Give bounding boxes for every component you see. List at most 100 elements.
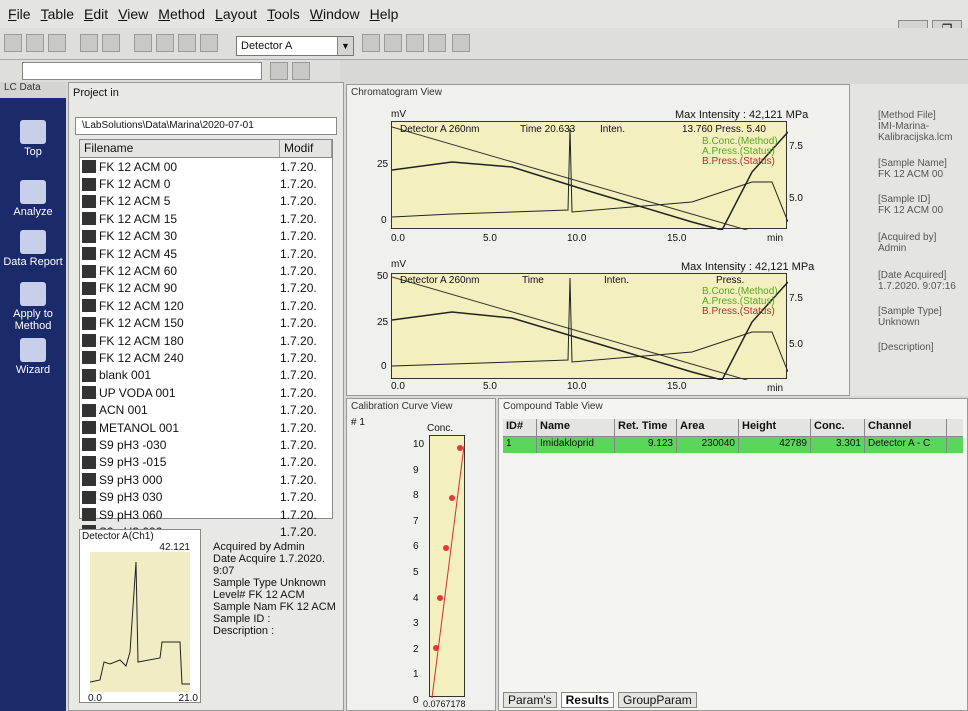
menu-method[interactable]: Method [158, 6, 206, 22]
filter-row [0, 60, 340, 82]
file-icon [82, 438, 96, 452]
filter-icon[interactable] [270, 62, 288, 80]
analyze-icon [20, 180, 46, 204]
legend-bconc: B.Conc.(Method) [702, 136, 778, 147]
file-modified: 1.7.20. [280, 281, 317, 296]
xunit: min [767, 383, 784, 394]
file-icon [82, 281, 96, 295]
col-channel[interactable]: Channel [865, 419, 947, 436]
nav-label: Wizard [15, 364, 51, 376]
file-modified: 1.7.20. [280, 507, 317, 522]
menu-help[interactable]: Help [369, 6, 399, 22]
col-area[interactable]: Area [677, 419, 739, 436]
ytick: 50 [377, 271, 389, 282]
assistant-header: LC Data [0, 82, 66, 98]
nav-top[interactable]: Top [0, 120, 66, 158]
file-name: UP VODA 001 [99, 385, 176, 400]
file-row[interactable]: S9 pH3 -030 1.7.20. [80, 436, 332, 453]
tool3-icon[interactable] [428, 34, 446, 52]
layout2-icon[interactable] [156, 34, 174, 52]
info-acquired-by: [Acquired by] Admin [878, 232, 937, 254]
col-filename[interactable]: Filename [80, 140, 280, 157]
file-row[interactable]: FK 12 ACM 45 1.7.20. [80, 245, 332, 262]
col-conc[interactable]: Conc. [811, 419, 865, 436]
file-modified: 1.7.20. [280, 420, 317, 435]
col-name[interactable]: Name [537, 419, 615, 436]
peak-icon[interactable] [80, 34, 98, 52]
tool2-icon[interactable] [406, 34, 424, 52]
filter2-icon[interactable] [292, 62, 310, 80]
nav-data-report[interactable]: Data Report [0, 230, 66, 268]
preview-plot [89, 552, 190, 692]
file-row[interactable]: UP VODA 001 1.7.20. [80, 384, 332, 401]
file-row[interactable]: FK 12 ACM 5 1.7.20. [80, 193, 332, 210]
help-icon[interactable] [200, 34, 218, 52]
file-row[interactable]: FK 12 ACM 15 1.7.20. [80, 210, 332, 227]
detector-select[interactable]: Detector A ▼ [236, 36, 354, 56]
tab-params[interactable]: Param's [503, 692, 557, 708]
project-path[interactable]: \LabSolutions\Data\Marina\2020-07-01 [75, 117, 337, 135]
file-modified: 1.7.20. [280, 385, 317, 400]
tab-results[interactable]: Results [560, 692, 614, 708]
tab-groupparam[interactable]: GroupParam [618, 692, 697, 708]
file-name: S9 pH3 030 [99, 490, 163, 505]
file-list: Filename Modif FK 12 ACM 00 1.7.20. FK 12 … [79, 139, 333, 539]
col-modified[interactable]: Modif [280, 140, 332, 157]
menu-layout[interactable]: Layout [215, 6, 258, 22]
file-row[interactable]: FK 12 ACM 30 1.7.20. [80, 228, 332, 245]
menu-file[interactable]: File [8, 6, 31, 22]
info-line: Date Acquire 1.7.2020. 9:07 [213, 553, 325, 577]
file-row[interactable]: blank 001 1.7.20. [80, 367, 332, 384]
save-icon[interactable] [4, 34, 22, 52]
file-row[interactable]: FK 12 ACM 0 1.7.20. [80, 175, 332, 192]
file-row[interactable]: FK 12 ACM 90 1.7.20. [80, 280, 332, 297]
print-icon[interactable] [26, 34, 44, 52]
layout-icon[interactable] [134, 34, 152, 52]
file-row[interactable]: FK 12 ACM 150 1.7.20. [80, 315, 332, 332]
inten-label-2: Inten. [604, 275, 630, 286]
xtick: 0.0 [391, 233, 405, 244]
menu-window[interactable]: Window [309, 6, 360, 22]
file-row[interactable]: S9 pH3 060 1.7.20. [80, 506, 332, 523]
file-row[interactable]: FK 12 ACM 240 1.7.20. [80, 349, 332, 366]
col-height[interactable]: Height [739, 419, 811, 436]
file-row[interactable]: ACN 001 1.7.20. [80, 401, 332, 418]
nav-analyze[interactable]: Analyze [0, 180, 66, 218]
cell-rettime: 9.123 [615, 437, 677, 453]
nav-wizard[interactable]: Wizard [0, 338, 66, 376]
window-icon[interactable] [178, 34, 196, 52]
file-row[interactable]: FK 12 ACM 120 1.7.20. [80, 297, 332, 314]
file-row[interactable]: FK 12 ACM 180 1.7.20. [80, 332, 332, 349]
calibration-ytick: 6 [413, 541, 419, 553]
tool4-icon[interactable] [452, 34, 470, 52]
col-id[interactable]: ID# [503, 419, 537, 436]
file-row[interactable]: FK 12 ACM 00 1.7.20. [80, 158, 332, 175]
legend-bpress: B.Press.(Status) [702, 306, 775, 317]
filter-input[interactable] [22, 62, 262, 80]
preview-icon[interactable] [48, 34, 66, 52]
menu-table[interactable]: Table [40, 6, 75, 22]
nav-apply-to-method[interactable]: Apply to Method [0, 282, 66, 332]
file-modified: 1.7.20. [280, 403, 317, 418]
col-rettime[interactable]: Ret. Time [615, 419, 677, 436]
undo-icon[interactable] [362, 34, 380, 52]
file-name: S9 pH3 000 [99, 472, 163, 487]
file-row[interactable]: S9 pH3 000 1.7.20. [80, 471, 332, 488]
menu-view[interactable]: View [118, 6, 149, 22]
info-description: [Description] [878, 342, 934, 353]
file-modified: 1.7.20. [280, 159, 317, 174]
file-row[interactable]: METANOL 001 1.7.20. [80, 419, 332, 436]
ytick: 25 [377, 159, 389, 170]
file-row[interactable]: S9 pH3 030 1.7.20. [80, 488, 332, 505]
file-row[interactable]: S9 pH3 -015 1.7.20. [80, 454, 332, 471]
xtick: 5.0 [483, 381, 497, 392]
peak2-icon[interactable] [102, 34, 120, 52]
menu-tools[interactable]: Tools [267, 6, 300, 22]
tool-icon[interactable] [384, 34, 402, 52]
calibration-id: # 1 [351, 417, 365, 428]
file-name: FK 12 ACM 30 [99, 229, 178, 244]
file-row[interactable]: FK 12 ACM 60 1.7.20. [80, 262, 332, 279]
table-row[interactable]: 1 Imidakloprid 9.123 230040 42789 3.301 … [503, 437, 963, 453]
menu-edit[interactable]: Edit [84, 6, 109, 22]
cell-conc: 3.301 [811, 437, 865, 453]
